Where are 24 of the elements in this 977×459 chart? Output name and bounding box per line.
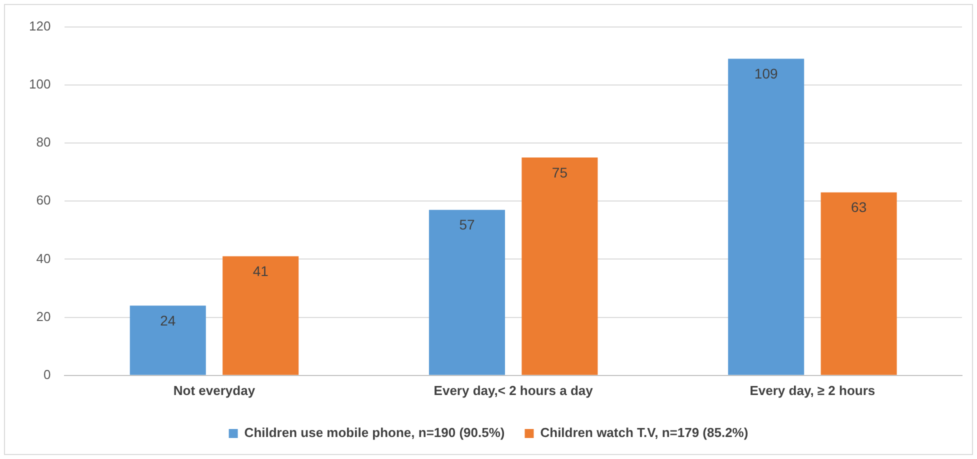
bar bbox=[222, 256, 299, 375]
data-label: 75 bbox=[552, 164, 568, 180]
x-tick-label: Every day,< 2 hours a day bbox=[434, 382, 594, 398]
y-tick-label: 60 bbox=[36, 192, 51, 208]
y-tick-label: 40 bbox=[36, 250, 51, 266]
y-tick-label: 0 bbox=[43, 366, 51, 382]
bar bbox=[428, 210, 505, 375]
legend-label: Children use mobile phone, n=190 (90.5%) bbox=[244, 425, 505, 440]
bar bbox=[130, 306, 206, 375]
bar bbox=[728, 58, 804, 375]
bar bbox=[522, 158, 598, 375]
x-tick-label: Not everyday bbox=[173, 382, 256, 398]
data-label: 63 bbox=[851, 199, 867, 216]
data-label: 41 bbox=[252, 263, 269, 280]
data-label: 24 bbox=[160, 312, 176, 329]
legend-label: Children watch T.V, n=179 (85.2%) bbox=[540, 425, 748, 440]
y-tick-label: 80 bbox=[36, 134, 51, 150]
y-tick-label: 100 bbox=[28, 76, 51, 92]
x-tick-label: Every day, ≥ 2 hours bbox=[750, 382, 876, 398]
y-tick-label: 120 bbox=[28, 18, 51, 34]
data-label: 57 bbox=[459, 216, 475, 233]
bar bbox=[820, 192, 897, 375]
y-tick-label: 20 bbox=[36, 308, 51, 324]
data-label: 109 bbox=[754, 66, 778, 82]
